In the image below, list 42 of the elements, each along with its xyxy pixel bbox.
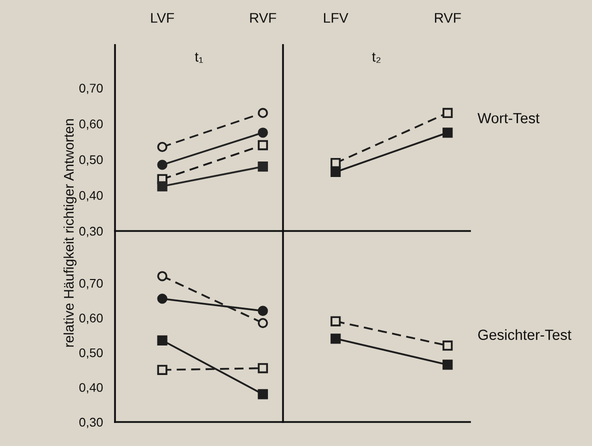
point — [442, 128, 453, 138]
y-tick-label: 0,50 — [79, 155, 103, 166]
y-tick-label: 0,30 — [79, 418, 103, 428]
point — [258, 108, 268, 118]
x-tick-label: LFV — [324, 13, 348, 23]
x-tick-label: RVF — [434, 13, 461, 23]
y-tick-label: 0,70 — [79, 278, 103, 290]
point — [258, 128, 268, 138]
point — [442, 340, 453, 351]
point — [258, 318, 268, 328]
point — [330, 166, 341, 178]
x-tick-label: RVF — [250, 13, 276, 23]
chart-title: t₂ — [372, 52, 380, 63]
y-tick-label: 0,50 — [79, 348, 103, 359]
chart-title: t₁ — [194, 52, 203, 63]
y-tick-label: 0,30 — [79, 226, 103, 238]
point — [442, 360, 453, 370]
point — [157, 335, 168, 346]
y-tick-label: 0,60 — [79, 119, 103, 130]
y-tick-label: 0,60 — [79, 314, 103, 324]
point — [330, 158, 341, 168]
point — [258, 389, 268, 400]
point — [157, 160, 168, 170]
point — [330, 316, 341, 326]
point — [157, 271, 168, 282]
y-tick-label: 0,40 — [79, 191, 103, 202]
text: Wort-Test — [478, 113, 540, 124]
point — [157, 294, 168, 304]
y-axis-title: relative Häufigkeit richtiger Antworten — [64, 119, 76, 347]
point — [258, 363, 268, 374]
y-tick-label: 0,70 — [79, 84, 103, 94]
point — [258, 140, 268, 150]
x-tick-label: LVF — [151, 13, 174, 23]
text: Gesichter-Test — [478, 329, 572, 340]
point — [442, 108, 453, 118]
point — [157, 364, 168, 375]
point — [157, 181, 168, 192]
point — [157, 142, 168, 152]
point — [330, 334, 341, 344]
point — [258, 306, 268, 316]
y-tick-label: 0,40 — [79, 383, 103, 394]
point — [258, 162, 268, 172]
